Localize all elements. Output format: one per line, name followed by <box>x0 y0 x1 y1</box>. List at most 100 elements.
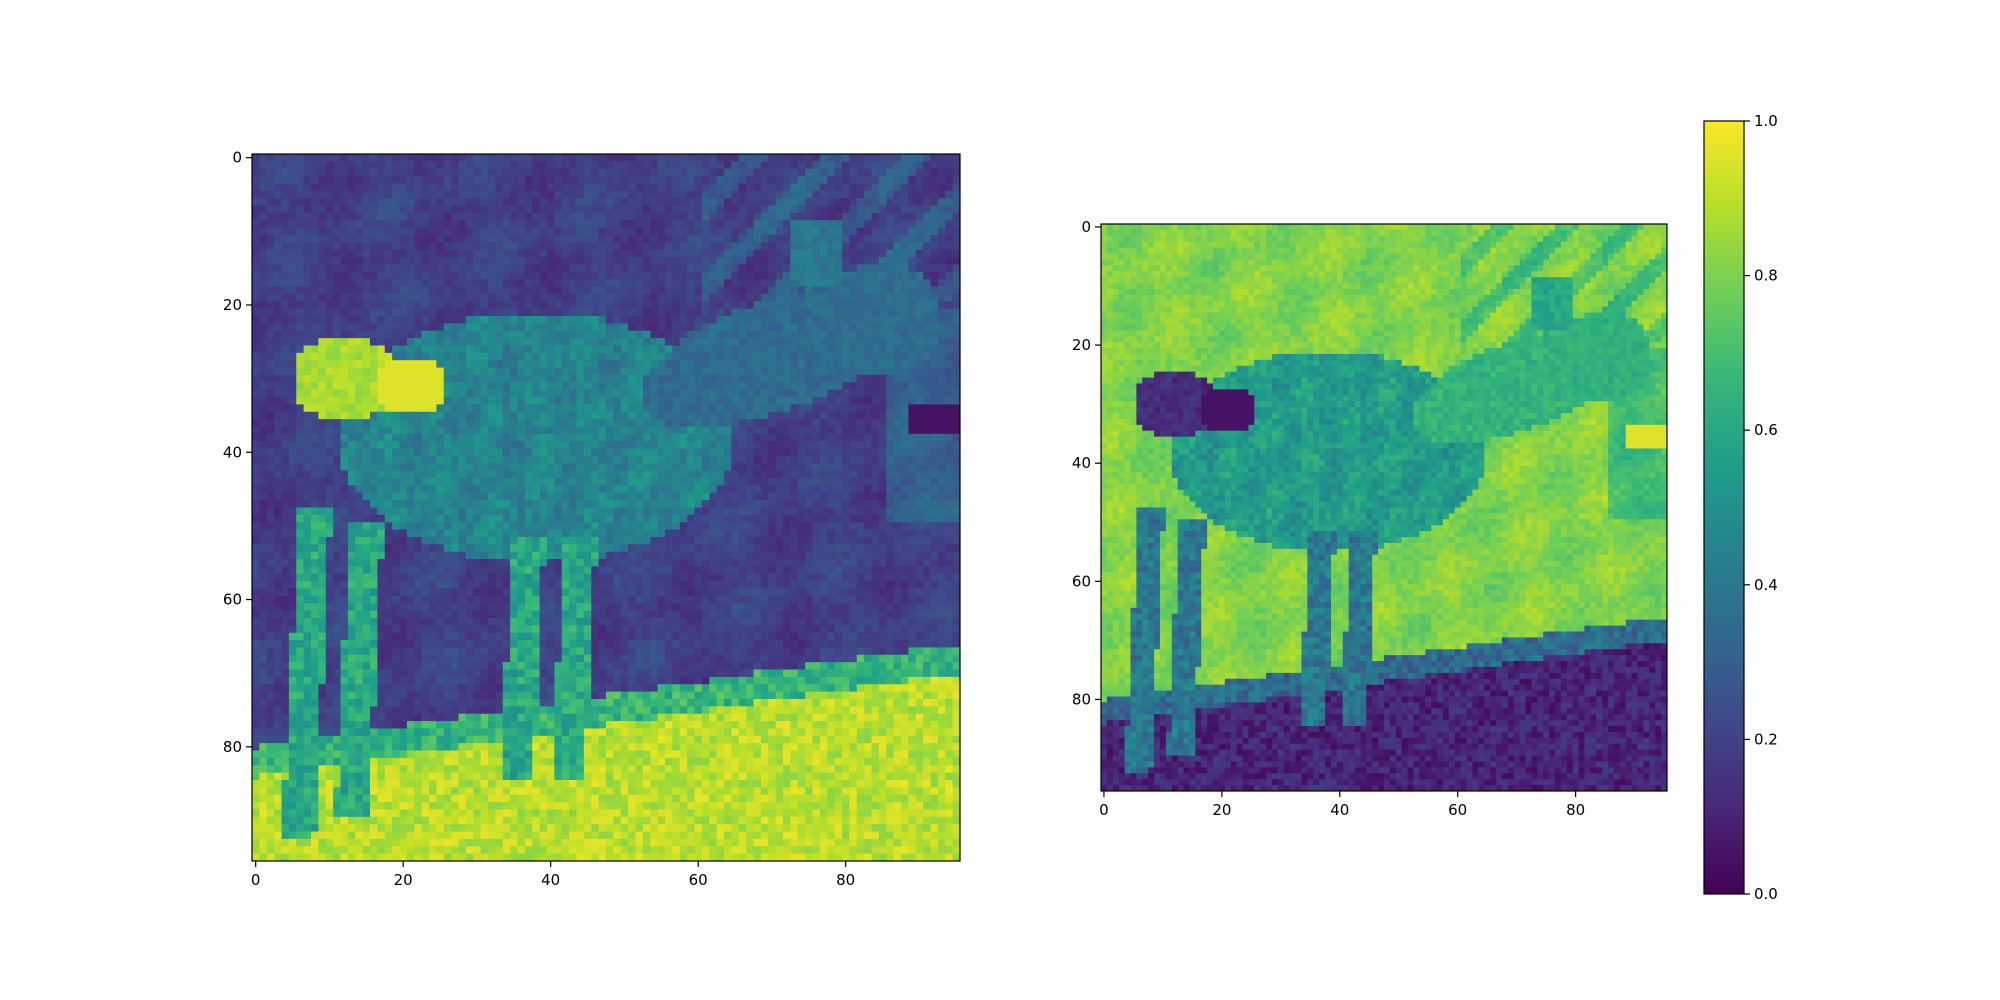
left-heatmap-cell <box>480 249 489 258</box>
left-heatmap-cell <box>901 500 909 509</box>
left-heatmap-cell <box>296 323 305 332</box>
left-heatmap-cell <box>731 154 740 162</box>
left-heatmap-cell <box>687 389 696 398</box>
left-heatmap-cell <box>724 389 732 398</box>
left-heatmap-cell <box>355 389 364 398</box>
left-heatmap-cell <box>805 367 814 376</box>
left-heatmap-cell <box>281 308 290 317</box>
left-heatmap-cell <box>473 198 482 207</box>
left-heatmap-cell <box>650 419 659 428</box>
left-heatmap-cell <box>347 286 356 295</box>
left-heatmap-cell <box>547 514 555 523</box>
left-heatmap-cell <box>274 426 283 435</box>
left-heatmap-cell <box>429 441 437 450</box>
left-heatmap-cell <box>547 367 555 376</box>
left-heatmap-cell <box>576 345 585 354</box>
left-heatmap-cell <box>923 426 932 435</box>
left-heatmap-cell <box>524 220 533 229</box>
left-heatmap-cell <box>923 470 932 479</box>
left-heatmap-cell <box>724 419 732 428</box>
left-heatmap-cell <box>746 220 755 229</box>
left-heatmap-cell <box>347 514 356 523</box>
left-heatmap-cell <box>701 279 710 288</box>
left-heatmap-cell <box>864 212 873 221</box>
left-heatmap-cell <box>303 249 312 258</box>
left-heatmap-cell <box>517 382 526 391</box>
left-heatmap-cell <box>406 220 415 229</box>
left-heatmap-cell <box>436 293 445 302</box>
left-heatmap-cell <box>849 242 858 251</box>
left-heatmap-cell <box>524 433 533 442</box>
left-heatmap-cell <box>311 478 319 486</box>
left-heatmap-cell <box>281 492 290 501</box>
left-heatmap-cell <box>901 242 909 251</box>
left-heatmap-cell <box>842 470 850 479</box>
left-heatmap-cell <box>679 235 688 243</box>
left-heatmap-cell <box>392 242 401 251</box>
left-heatmap-cell <box>554 500 563 509</box>
left-heatmap-cell <box>303 455 312 464</box>
left-heatmap-cell <box>554 286 563 295</box>
left-heatmap-cell <box>775 374 784 383</box>
left-heatmap-cell <box>864 448 873 457</box>
left-heatmap-cell <box>923 419 932 428</box>
left-heatmap-cell <box>628 271 637 280</box>
left-heatmap-cell <box>635 455 644 464</box>
left-heatmap-cell <box>930 397 939 405</box>
left-heatmap-cell <box>878 492 887 501</box>
left-heatmap-cell <box>458 168 467 177</box>
left-heatmap-cell <box>952 249 960 258</box>
left-heatmap-cell <box>333 514 342 523</box>
left-heatmap-cell <box>687 455 696 464</box>
left-heatmap-cell <box>355 161 364 170</box>
left-heatmap-cell <box>952 301 960 310</box>
left-heatmap-cell <box>495 212 504 221</box>
left-heatmap-cell <box>834 316 843 324</box>
left-heatmap-cell <box>775 522 784 531</box>
left-heatmap-cell <box>392 161 401 170</box>
left-heatmap-cell <box>288 404 297 413</box>
left-heatmap-cell <box>628 522 637 531</box>
left-heatmap-cell <box>421 382 430 391</box>
left-heatmap-cell <box>819 323 828 332</box>
left-heatmap-cell <box>871 529 880 538</box>
left-heatmap-cell <box>952 470 960 479</box>
left-heatmap-cell <box>849 212 858 221</box>
left-heatmap-cell <box>303 514 312 523</box>
left-heatmap-cell <box>871 279 880 288</box>
left-heatmap-cell <box>333 271 342 280</box>
left-heatmap-cell <box>583 161 592 170</box>
left-heatmap-cell <box>473 529 482 538</box>
left-heatmap-cell <box>495 514 504 523</box>
left-heatmap-cell <box>716 323 725 332</box>
left-heatmap-cell <box>613 514 622 523</box>
left-heatmap-cell <box>392 220 401 229</box>
left-heatmap-cell <box>886 205 895 214</box>
left-heatmap-cell <box>768 257 777 266</box>
left-heatmap-cell <box>495 198 504 207</box>
left-heatmap-cell <box>252 463 260 472</box>
left-heatmap-cell <box>834 286 843 295</box>
left-heatmap-cell <box>421 441 430 450</box>
left-heatmap-cell <box>731 448 740 457</box>
left-heatmap-cell <box>687 478 696 486</box>
left-heatmap-cell <box>849 455 858 464</box>
left-heatmap-cell <box>642 360 651 369</box>
left-heatmap-cell <box>340 316 349 324</box>
left-heatmap-cell <box>576 367 585 376</box>
left-heatmap-cell <box>893 198 902 207</box>
left-heatmap-cell <box>709 448 718 457</box>
left-heatmap-cell <box>266 198 275 207</box>
left-heatmap-cell <box>901 433 909 442</box>
left-heatmap-cell <box>465 470 474 479</box>
left-heatmap-cell <box>465 367 474 376</box>
left-heatmap-cell <box>731 264 740 273</box>
left-heatmap-cell <box>731 293 740 302</box>
left-heatmap-cell <box>657 264 666 273</box>
left-heatmap-cell <box>458 360 467 369</box>
left-heatmap-cell <box>834 529 843 538</box>
left-heatmap-cell <box>620 507 629 516</box>
left-heatmap-cell <box>414 470 423 479</box>
left-heatmap-cell <box>635 500 644 509</box>
left-heatmap-cell <box>296 154 305 162</box>
